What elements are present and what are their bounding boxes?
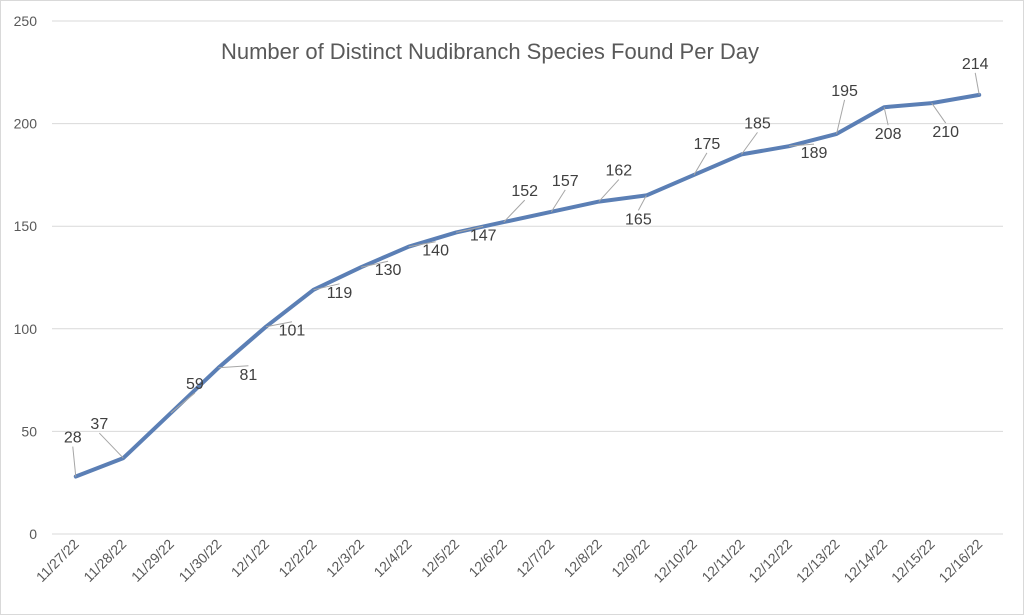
data-label: 81	[240, 367, 258, 384]
data-label: 140	[422, 243, 449, 260]
y-axis-ticks: 0 50 100 150 200 250	[14, 13, 38, 542]
data-label: 157	[552, 173, 579, 190]
x-tick-label: 12/1/22	[228, 536, 272, 580]
x-tick-label: 12/16/22	[935, 536, 985, 586]
x-tick-label: 11/28/22	[80, 536, 129, 585]
data-label: 210	[932, 124, 959, 141]
series-line	[73, 92, 982, 479]
data-label-leader	[218, 365, 249, 369]
data-label: 37	[90, 416, 108, 433]
data-label: 195	[831, 83, 858, 100]
data-label-leader	[98, 432, 124, 459]
data-label-leader	[931, 102, 947, 124]
x-tick-label: 11/30/22	[175, 536, 224, 585]
data-label-leader	[408, 241, 436, 248]
series-line-layer	[73, 92, 982, 479]
x-tick-label: 11/27/22	[33, 536, 82, 585]
data-label-leader	[265, 321, 293, 328]
data-label: 59	[186, 376, 204, 393]
data-label: 162	[605, 163, 632, 180]
x-tick-label: 12/3/22	[323, 536, 367, 580]
x-tick-label: 12/13/22	[793, 536, 843, 586]
y-tick-label: 100	[14, 321, 38, 337]
data-label: 130	[375, 262, 402, 279]
x-tick-label: 12/11/22	[698, 536, 747, 585]
x-tick-label: 12/12/22	[745, 536, 795, 586]
data-label-leader	[883, 107, 889, 126]
gridlines	[52, 20, 1003, 535]
y-tick-label: 150	[14, 218, 38, 234]
data-label: 208	[875, 126, 902, 143]
data-label: 185	[744, 115, 771, 132]
data-label: 147	[470, 227, 497, 244]
data-label-leader	[360, 260, 389, 268]
data-label: 175	[694, 136, 721, 153]
y-tick-label: 200	[14, 116, 38, 132]
data-label: 101	[279, 323, 306, 340]
x-tick-label: 12/4/22	[370, 536, 414, 580]
data-label-leader	[313, 283, 340, 291]
data-label-leader	[693, 152, 708, 176]
x-tick-label: 12/9/22	[608, 536, 652, 580]
data-label-leader	[974, 72, 980, 95]
x-tick-label: 11/29/22	[128, 536, 177, 585]
x-tick-label: 12/6/22	[465, 536, 509, 580]
data-label-leader	[456, 225, 484, 233]
data-label: 165	[625, 211, 652, 228]
x-tick-label: 12/2/22	[275, 536, 319, 580]
data-label-leader	[503, 199, 526, 223]
data-label: 189	[801, 145, 828, 162]
data-label-leader	[598, 179, 620, 202]
data-label-leader	[550, 189, 566, 213]
data-label-leader	[170, 392, 196, 414]
data-label: 214	[962, 56, 989, 73]
data-label: 28	[64, 430, 82, 447]
data-label: 152	[511, 183, 538, 200]
y-tick-label: 0	[29, 526, 37, 542]
data-label-leader	[637, 195, 647, 211]
data-label-leader	[72, 446, 77, 477]
data-label-leader	[788, 143, 815, 147]
data-label-leader	[836, 99, 846, 134]
y-tick-label: 250	[14, 13, 38, 29]
data-labels: 28 37 59 81 101 119 130 140 147 152 157 162 165 175 18…	[64, 56, 989, 477]
x-tick-label: 12/15/22	[888, 536, 938, 586]
x-tick-label: 12/14/22	[840, 536, 890, 586]
y-tick-label: 50	[21, 423, 37, 439]
x-tick-label: 12/5/22	[418, 536, 462, 580]
x-tick-label: 12/10/22	[650, 536, 700, 586]
data-label-leader	[741, 132, 758, 155]
chart-title: Number of Distinct Nudibranch Species Fo…	[221, 39, 759, 64]
data-label: 119	[327, 285, 353, 302]
x-tick-label: 12/7/22	[513, 536, 557, 580]
x-tick-label: 12/8/22	[561, 536, 605, 580]
